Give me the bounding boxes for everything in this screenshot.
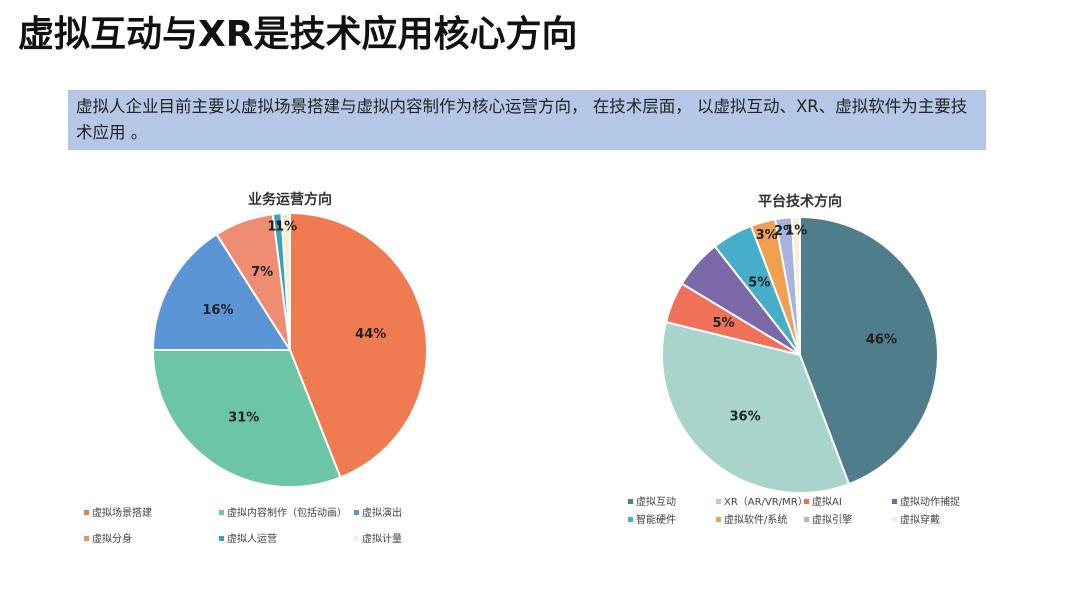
- legend-label: 虚拟穿戴: [900, 513, 940, 526]
- summary-wrap: 虚拟人企业目前主要以虚拟场景搭建与虚拟内容制作为核心运营方向， 在技术层面， 以…: [76, 97, 968, 142]
- legend-swatch: [354, 510, 359, 515]
- legend-swatch: [716, 499, 721, 504]
- pie-slice: [661, 320, 851, 494]
- summary-text: 虚拟人企业目前主要以虚拟场景搭建与虚拟内容制作为核心运营方向， 在技术层面， 以…: [76, 97, 968, 142]
- legend-label: 虚拟动作捕捉: [900, 495, 960, 508]
- legend-swatch: [628, 499, 633, 504]
- legend-swatch: [804, 499, 809, 504]
- legend-label: 虚拟演出: [362, 506, 402, 519]
- legend-swatch: [219, 510, 224, 515]
- legend-label: XR（AR/VR/MR）: [724, 496, 808, 508]
- data-label: 5%: [748, 275, 770, 290]
- legend-label: 虚拟内容制作（包括动画）: [227, 506, 347, 519]
- legend-swatch: [716, 517, 721, 522]
- data-label: 46%: [866, 333, 897, 348]
- legend-label: 虚拟场景搭建: [92, 506, 152, 519]
- pie-slice: [151, 349, 342, 488]
- legend-label: 智能硬件: [636, 513, 676, 526]
- legend-label: 虚拟AI: [812, 495, 842, 508]
- data-label: 2%: [774, 224, 796, 239]
- legend-label: 虚拟互动: [636, 495, 676, 508]
- data-label: 16%: [202, 303, 233, 318]
- pie-slice: [151, 232, 292, 351]
- data-label: 31%: [228, 410, 259, 425]
- legend-swatch: [84, 536, 89, 541]
- summary-box: [68, 90, 986, 150]
- data-label: 7%: [251, 265, 273, 280]
- data-label: 36%: [730, 409, 761, 424]
- data-label: 44%: [355, 327, 386, 342]
- legend-swatch: [219, 536, 224, 541]
- slide-title: 虚拟互动与XR是技术应用核心方向: [18, 14, 577, 55]
- legend-label: 虚拟软件/系统: [724, 513, 787, 526]
- pie-slice: [280, 211, 291, 351]
- legend-label: 虚拟计量: [362, 532, 402, 545]
- legend-label: 虚拟分身: [92, 532, 132, 545]
- pie-title: 业务运营方向: [248, 191, 332, 208]
- legend-swatch: [804, 517, 809, 522]
- pie-slice: [790, 215, 801, 356]
- legend-swatch: [628, 517, 633, 522]
- data-label: 1%: [785, 223, 807, 238]
- legend-swatch: [84, 510, 89, 515]
- legend-label: 虚拟引擎: [812, 513, 852, 526]
- data-label: 3%: [756, 228, 778, 243]
- legend-swatch: [354, 536, 359, 541]
- legend-swatch: [892, 517, 897, 522]
- legend-swatch: [892, 499, 897, 504]
- data-label: 1%: [275, 219, 297, 234]
- pie-slice: [799, 215, 939, 486]
- legend-label: 虚拟人运营: [227, 532, 277, 545]
- pie-title: 平台技术方向: [758, 193, 842, 210]
- pie-slice: [289, 211, 428, 479]
- data-label: 5%: [712, 316, 734, 331]
